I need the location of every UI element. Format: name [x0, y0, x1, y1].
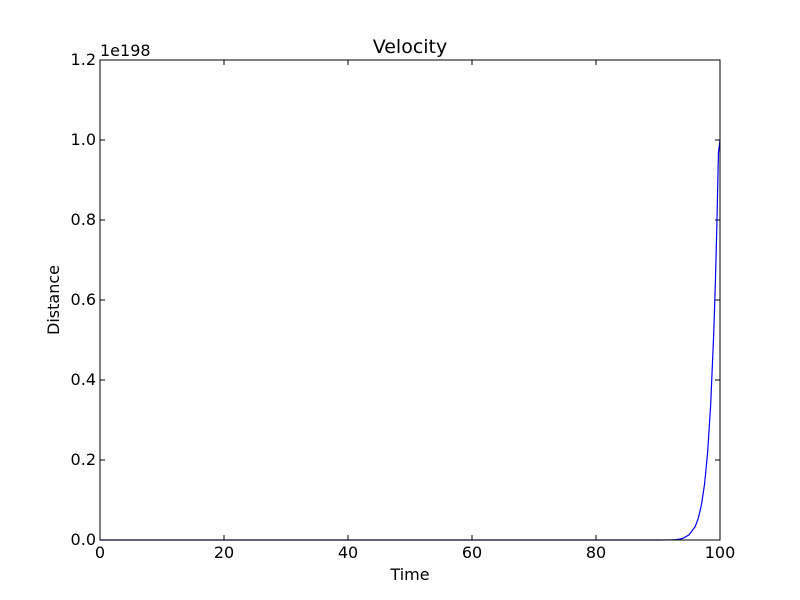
- chart-title: Velocity: [373, 36, 448, 58]
- x-tick-label: 40: [338, 543, 358, 562]
- plot-frame: [99, 59, 721, 541]
- y-tick-label: 0.0: [71, 530, 96, 549]
- y-tick-label: 0.2: [71, 450, 96, 469]
- x-tick-label: 60: [462, 543, 482, 562]
- y-axis-label: Distance: [44, 265, 63, 335]
- x-axis-label: Time: [389, 565, 429, 584]
- y-tick-label: 0.8: [71, 210, 96, 229]
- y-tick-label: 1.0: [71, 130, 96, 149]
- x-tick-label: 100: [705, 543, 736, 562]
- y-tick-label: 0.4: [71, 370, 96, 389]
- x-tick-label: 0: [95, 543, 105, 562]
- plot-area: [100, 60, 720, 540]
- x-axis-ticks: 0 20 40 60 80 100: [95, 60, 735, 562]
- y-offset-label: 1e198: [100, 41, 151, 60]
- y-axis-ticks: 0.0 0.2 0.4 0.6 0.8 1.0 1.2: [71, 50, 720, 549]
- y-tick-label: 1.2: [71, 50, 96, 69]
- x-tick-label: 80: [586, 543, 606, 562]
- x-tick-label: 20: [214, 543, 234, 562]
- y-tick-label: 0.6: [71, 290, 96, 309]
